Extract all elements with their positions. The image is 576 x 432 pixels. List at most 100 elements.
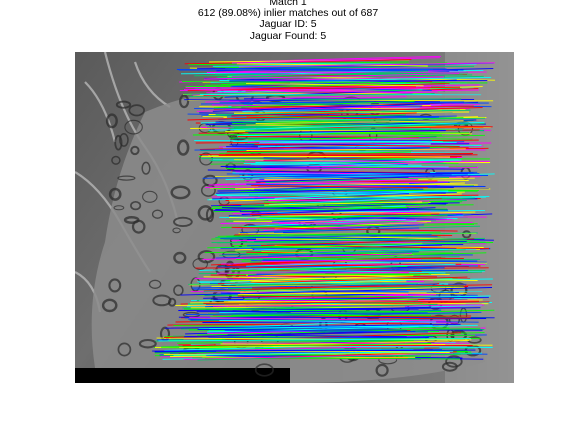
jaguar-spot — [117, 342, 132, 357]
match-visualization — [75, 52, 514, 383]
match-line — [190, 299, 483, 304]
jaguar-spot — [178, 94, 190, 109]
match-line — [260, 194, 479, 198]
match-line — [167, 322, 430, 326]
match-line — [236, 252, 487, 260]
match-line — [209, 325, 419, 329]
jaguar-spot — [108, 278, 122, 293]
match-line — [248, 134, 485, 141]
match-line — [246, 83, 424, 87]
match-line — [199, 153, 474, 155]
match-line — [265, 176, 450, 183]
match-line — [203, 73, 460, 80]
match-line — [201, 157, 415, 161]
match-line — [192, 132, 470, 136]
left-image-letterbox — [75, 368, 290, 383]
match-line — [223, 303, 438, 310]
match-line — [273, 227, 420, 233]
jaguar-spot — [197, 205, 214, 221]
match-line — [231, 265, 408, 272]
match-line — [237, 238, 468, 243]
match-line — [183, 353, 454, 360]
match-line — [278, 222, 473, 225]
match-lines — [152, 55, 496, 361]
match-line — [203, 276, 478, 281]
match-line — [217, 70, 429, 79]
match-line — [250, 214, 432, 221]
match-line — [215, 190, 449, 195]
jaguar-spot — [124, 119, 143, 135]
match-line — [184, 308, 414, 312]
jaguar-spot — [172, 227, 181, 234]
match-line — [231, 117, 486, 122]
jaguar-spot — [151, 209, 164, 219]
match-line — [161, 343, 432, 348]
jaguar-spot — [115, 100, 132, 109]
match-line — [229, 137, 473, 140]
match-line — [189, 93, 435, 98]
match-line — [152, 349, 433, 352]
match-line — [199, 263, 456, 271]
jaguar-spot — [148, 279, 162, 289]
match-line — [194, 139, 457, 144]
jaguar-spot — [101, 298, 118, 313]
match-line — [241, 207, 436, 215]
match-line — [201, 155, 443, 158]
jaguar-match-image — [75, 52, 514, 383]
match-line — [244, 160, 490, 163]
figure-title: Match 1 612 (89.08%) inlier matches out … — [0, 0, 576, 42]
match-line — [220, 234, 432, 239]
match-line — [259, 175, 467, 180]
match-line — [243, 159, 462, 165]
match-line — [158, 338, 471, 342]
match-line — [202, 253, 412, 260]
match-line — [231, 57, 440, 64]
jaguar-spot — [128, 104, 145, 117]
match-line — [215, 109, 471, 116]
match-line — [194, 108, 461, 111]
match-line — [233, 128, 431, 131]
jaguar-spot — [254, 363, 274, 377]
match-line — [274, 190, 439, 199]
match-line — [218, 154, 478, 156]
match-line — [187, 112, 417, 121]
match-line — [217, 231, 441, 237]
match-line — [183, 89, 423, 95]
match-line — [260, 238, 475, 247]
match-line — [187, 301, 423, 305]
match-line — [173, 350, 454, 356]
jaguar-spot — [176, 139, 190, 156]
match-line — [264, 167, 479, 170]
match-line — [263, 156, 436, 161]
match-line — [249, 213, 440, 216]
title-jaguar-id: Jaguar ID: 5 — [259, 18, 317, 31]
match-line — [179, 76, 444, 83]
match-line — [190, 89, 421, 93]
match-line — [207, 287, 465, 293]
match-line — [243, 298, 419, 301]
left-jaguar-body — [91, 89, 291, 368]
jaguar-spot — [152, 294, 172, 307]
jaguar-spot — [199, 152, 213, 166]
jaguar-spot — [445, 355, 463, 368]
match-line — [237, 292, 427, 296]
jaguar-spot — [119, 132, 129, 147]
match-line — [203, 300, 480, 304]
match-line — [197, 314, 432, 316]
match-line — [220, 218, 453, 224]
match-line — [216, 350, 437, 353]
match-line — [212, 304, 485, 307]
match-line — [178, 307, 481, 311]
match-line — [228, 193, 462, 202]
match-line — [217, 276, 468, 285]
match-line — [248, 130, 446, 134]
match-line — [215, 179, 419, 185]
match-line — [194, 146, 430, 151]
jaguar-spot — [375, 363, 389, 377]
match-line — [259, 215, 448, 218]
match-line — [212, 86, 416, 91]
match-line — [219, 319, 437, 323]
match-line — [224, 329, 428, 333]
jaguar-spot — [114, 134, 123, 151]
match-line — [243, 103, 423, 107]
